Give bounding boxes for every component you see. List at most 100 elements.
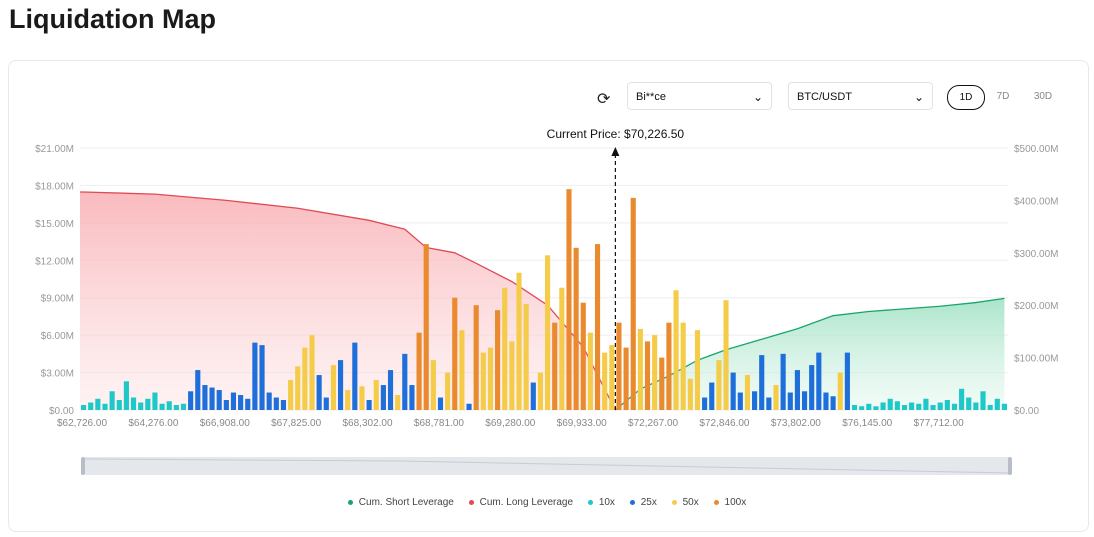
bar-25x xyxy=(202,385,208,410)
bar-25x xyxy=(844,352,850,410)
legend-long[interactable]: Cum. Long Leverage xyxy=(468,497,573,508)
bar-25x xyxy=(316,375,322,410)
bar-25x xyxy=(245,398,251,410)
bar-50x xyxy=(288,380,294,410)
legend-100x[interactable]: 100x xyxy=(713,497,746,508)
bar-10x xyxy=(966,397,972,410)
bar-10x xyxy=(152,392,158,410)
legend-short[interactable]: Cum. Short Leverage xyxy=(347,497,454,508)
range-slider-handle-right xyxy=(1008,457,1012,475)
bar-50x xyxy=(559,287,565,410)
bar-100x xyxy=(416,332,422,410)
pair-select[interactable]: BTC/USDT ⌄ xyxy=(788,82,933,110)
bar-50x xyxy=(330,365,336,410)
bar-25x xyxy=(280,400,287,410)
bar-25x xyxy=(252,342,258,410)
x-axis-tick: $62,726.00 xyxy=(57,418,107,429)
bar-100x xyxy=(573,247,579,410)
cum-long-area xyxy=(80,192,616,410)
bar-10x xyxy=(159,403,165,410)
bar-100x xyxy=(623,347,629,410)
bar-25x xyxy=(195,370,201,410)
right-axis-tick: $100.00M xyxy=(1014,354,1058,365)
x-axis-tick: $69,933.00 xyxy=(557,418,607,429)
bar-10x xyxy=(937,402,943,410)
chevron-down-icon: ⌄ xyxy=(913,90,924,104)
bar-25x xyxy=(794,370,800,410)
bar-10x xyxy=(973,402,979,410)
timeframe-30d[interactable]: 30D xyxy=(1033,91,1053,102)
refresh-icon[interactable]: ⟳ xyxy=(597,91,611,108)
bar-10x xyxy=(923,398,929,410)
chart-card xyxy=(8,60,1089,532)
x-axis-tick: $64,276.00 xyxy=(128,418,178,429)
bar-100x xyxy=(495,310,501,410)
bar-10x xyxy=(130,397,137,410)
bar-25x xyxy=(437,397,444,410)
pair-value: BTC/USDT xyxy=(797,91,852,103)
bar-50x xyxy=(395,395,401,410)
bar-10x xyxy=(138,402,144,410)
bar-100x xyxy=(552,322,558,410)
bar-100x xyxy=(423,244,429,410)
bar-10x xyxy=(102,403,108,410)
bar-50x xyxy=(773,385,779,410)
bar-25x xyxy=(530,382,536,410)
bar-50x xyxy=(837,372,843,410)
bar-25x xyxy=(230,392,237,410)
bar-50x xyxy=(309,335,315,410)
x-axis-tick: $68,302.00 xyxy=(343,418,393,429)
bar-50x xyxy=(487,347,494,410)
bar-10x xyxy=(951,403,958,410)
bar-10x xyxy=(887,398,893,410)
timeframe-1d[interactable]: 1D xyxy=(947,85,985,110)
left-axis-tick: $21.00M xyxy=(35,144,74,155)
timeframe-7d[interactable]: 7D xyxy=(996,91,1010,102)
bar-50x xyxy=(509,341,515,410)
left-axis-tick: $18.00M xyxy=(35,181,74,192)
bar-25x xyxy=(337,360,344,410)
x-axis-tick: $68,781.00 xyxy=(414,418,464,429)
bar-25x xyxy=(823,392,829,410)
bar-50x xyxy=(359,386,365,410)
bar-10x xyxy=(851,405,858,410)
legend-10x[interactable]: 10x xyxy=(587,497,615,508)
bar-25x xyxy=(752,391,758,410)
left-axis-tick: $9.00M xyxy=(41,294,74,305)
bar-50x xyxy=(345,390,351,410)
bar-100x xyxy=(594,244,601,410)
legend-50x[interactable]: 50x xyxy=(671,497,699,508)
range-slider-handle-left xyxy=(81,457,85,475)
current-price-label: Current Price: $70,226.50 xyxy=(547,127,685,141)
bar-25x xyxy=(759,355,765,410)
bar-10x xyxy=(866,403,872,410)
range-slider-preview xyxy=(83,458,1011,474)
bar-100x xyxy=(666,322,672,410)
page-title: Liquidation Map xyxy=(9,4,216,34)
bar-50x xyxy=(373,380,379,410)
bar-50x xyxy=(694,330,701,410)
left-axis-tick: $6.00M xyxy=(41,331,74,342)
exchange-select[interactable]: Bi**ce ⌄ xyxy=(627,82,772,110)
arrow-up-icon xyxy=(611,147,620,156)
right-axis-tick: $200.00M xyxy=(1014,301,1058,312)
legend-25x[interactable]: 25x xyxy=(629,497,657,508)
bar-25x xyxy=(402,353,408,410)
bar-50x xyxy=(537,372,543,410)
bar-50x xyxy=(744,375,751,410)
bar-25x xyxy=(238,395,244,410)
bar-50x xyxy=(302,347,308,410)
bar-10x xyxy=(944,400,950,410)
x-axis-tick: $69,280.00 xyxy=(485,418,535,429)
legend: Cum. Short Leverage Cum. Long Leverage 1… xyxy=(0,497,1094,508)
left-axis-tick: $3.00M xyxy=(41,369,74,380)
bar-10x xyxy=(930,405,936,410)
bar-50x xyxy=(445,372,451,410)
right-axis-tick: $400.00M xyxy=(1014,196,1058,207)
bar-25x xyxy=(273,397,279,410)
x-axis-tick: $67,825.00 xyxy=(271,418,321,429)
bar-10x xyxy=(95,398,101,410)
bar-25x xyxy=(702,397,708,410)
bar-100x xyxy=(473,305,479,410)
